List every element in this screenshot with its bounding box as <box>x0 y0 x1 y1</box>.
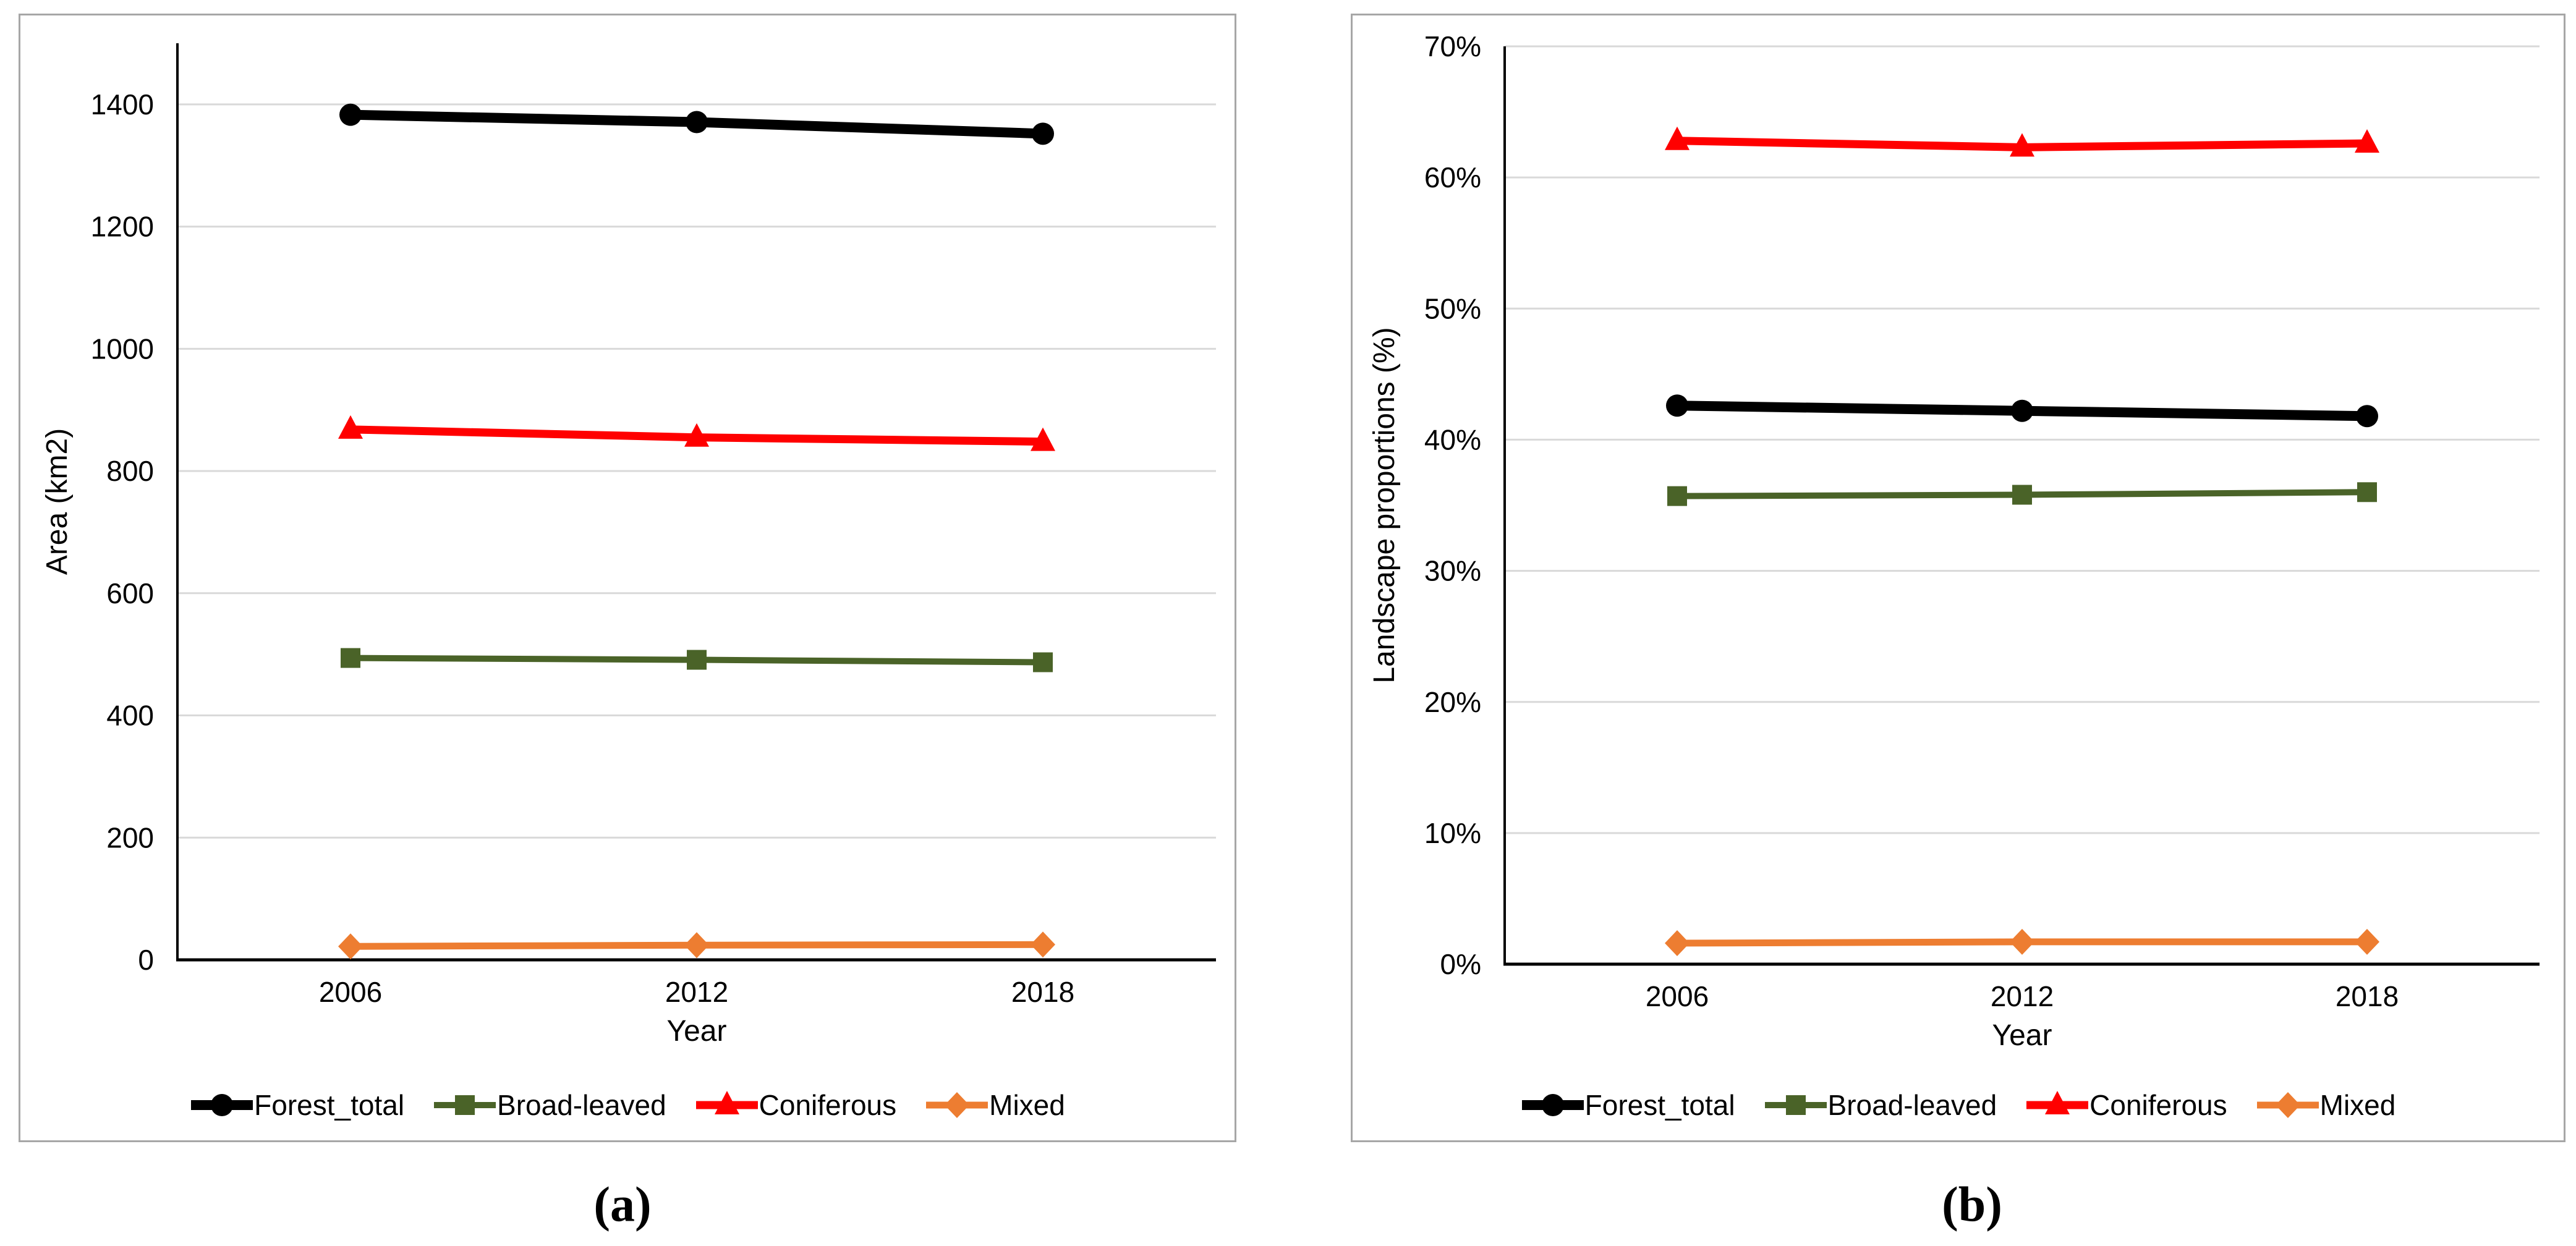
marker-square-icon <box>1033 652 1053 672</box>
y-tick-label: 800 <box>106 455 154 487</box>
marker-diamond-icon <box>338 933 363 960</box>
panel-a-border-box <box>19 14 1236 1142</box>
y-tick-label: 1400 <box>91 88 154 121</box>
y-tick-label: 0% <box>1440 948 1481 980</box>
marker-triangle-icon <box>2355 129 2379 153</box>
panel-b-border-box <box>1351 14 2565 1142</box>
marker-triangle-icon <box>1031 427 1055 451</box>
x-tick-label: 2018 <box>2336 980 2399 1012</box>
caption-a: (a) <box>593 1177 652 1232</box>
y-axis-title: Area (km2) <box>41 428 74 575</box>
x-axis-title: Year <box>667 1015 727 1048</box>
marker-diamond-icon <box>1665 930 1690 957</box>
y-axis-title: Landscape proportions (%) <box>1368 327 1401 683</box>
marker-triangle-icon <box>1665 126 1690 150</box>
marker-diamond-icon <box>684 932 709 959</box>
y-tick-label: 0 <box>138 944 154 976</box>
y-tick-label: 200 <box>106 821 154 854</box>
y-tick-label: 1200 <box>91 211 154 243</box>
y-tick-label: 400 <box>106 700 154 732</box>
y-tick-label: 1000 <box>91 333 154 365</box>
caption-b: (b) <box>1942 1177 2002 1232</box>
marker-square-icon <box>341 648 360 668</box>
y-tick-label: 600 <box>106 577 154 609</box>
x-tick-label: 2006 <box>1646 980 1709 1012</box>
y-tick-label: 10% <box>1424 817 1481 849</box>
marker-circle-icon <box>1032 122 1054 145</box>
x-tick-label: 2018 <box>1011 976 1074 1008</box>
y-tick-label: 40% <box>1424 424 1481 456</box>
y-tick-label: 60% <box>1424 161 1481 193</box>
marker-diamond-icon <box>1031 931 1055 958</box>
marker-square-icon <box>687 650 707 670</box>
marker-circle-icon <box>2356 405 2378 428</box>
marker-diamond-icon <box>2010 928 2034 955</box>
x-tick-label: 2006 <box>319 976 382 1008</box>
marker-triangle-icon <box>338 415 363 439</box>
marker-circle-icon <box>686 111 708 134</box>
marker-square-icon <box>1667 486 1687 506</box>
marker-square-icon <box>2357 482 2377 502</box>
x-axis-title: Year <box>1992 1019 2052 1052</box>
marker-circle-icon <box>339 103 362 126</box>
x-tick-label: 2012 <box>665 976 728 1008</box>
marker-circle-icon <box>1666 394 1688 417</box>
marker-square-icon <box>2012 485 2032 505</box>
marker-triangle-icon <box>2010 133 2034 157</box>
marker-triangle-icon <box>684 423 709 447</box>
y-tick-label: 70% <box>1424 30 1481 62</box>
x-tick-label: 2012 <box>1991 980 2054 1012</box>
marker-diamond-icon <box>2355 928 2379 955</box>
marker-circle-icon <box>2011 399 2033 422</box>
y-tick-label: 50% <box>1424 292 1481 324</box>
y-tick-label: 20% <box>1424 686 1481 718</box>
y-tick-label: 30% <box>1424 555 1481 587</box>
